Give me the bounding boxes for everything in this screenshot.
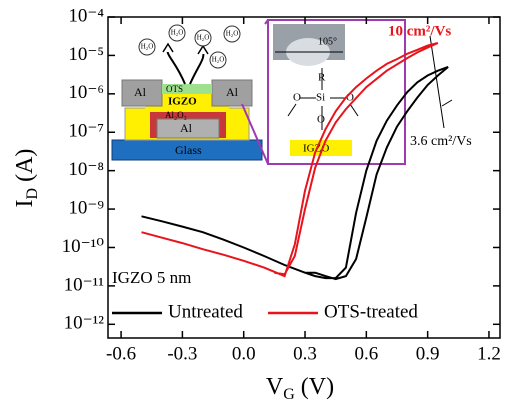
legend-label: Untreated bbox=[168, 301, 243, 322]
x-axis-label-part: V bbox=[266, 374, 284, 400]
x-tick-label: 0.3 bbox=[293, 343, 317, 364]
y-tick-label: 10⁻⁶ bbox=[68, 82, 104, 103]
inset-label: O bbox=[293, 92, 301, 104]
inset-label: H₂O bbox=[212, 56, 225, 64]
y-tick-label: 10⁻¹⁰ bbox=[62, 236, 105, 257]
y-tick-label: 10⁻¹² bbox=[64, 313, 105, 334]
annotation-arrow bbox=[429, 35, 445, 129]
x-tick-label: 1.2 bbox=[477, 343, 501, 364]
y-axis-label-part: (A) bbox=[12, 149, 38, 188]
inset-label: OTS bbox=[166, 84, 183, 94]
x-axis-label-part: (V) bbox=[295, 374, 334, 400]
inset-label: IGZO bbox=[168, 96, 197, 108]
inset-label: O bbox=[317, 114, 325, 126]
inset-label: 105° bbox=[318, 36, 337, 47]
annotation: 10 cm²/Vs bbox=[388, 23, 451, 39]
x-axis-label-part: G bbox=[283, 386, 295, 403]
y-axis-label-part: I bbox=[12, 199, 38, 207]
annotation: IGZO 5 nm bbox=[112, 268, 191, 287]
x-tick-label: 0.6 bbox=[354, 343, 378, 364]
inset-label: R bbox=[318, 72, 326, 84]
y-tick-label: 10⁻⁴ bbox=[68, 5, 104, 26]
inset-label: Si bbox=[316, 92, 325, 104]
inset-device: H₂O H₂O H₂O H₂O H₂O Al Al OTS IGZO Al₂O₃… bbox=[111, 24, 263, 161]
data-line bbox=[141, 66, 449, 281]
inset-label: H₂O bbox=[141, 43, 154, 51]
inset-label: Al bbox=[134, 85, 147, 99]
plot-frame bbox=[107, 16, 501, 339]
x-tick-label: 0.0 bbox=[232, 343, 256, 364]
inset-label: H₂O bbox=[171, 29, 184, 37]
y-axis-label-part: D bbox=[24, 188, 41, 200]
x-tick-label: -0.6 bbox=[106, 343, 136, 364]
inset-label: Al bbox=[180, 121, 193, 135]
x-tick-label: 0.9 bbox=[416, 343, 440, 364]
x-tick-label: -0.3 bbox=[167, 343, 197, 364]
inset-label: H₂O bbox=[226, 30, 239, 38]
inset-label: O bbox=[346, 92, 354, 104]
y-tick-label: 10⁻⁸ bbox=[68, 159, 104, 180]
y-axis-label: ID (A) bbox=[12, 149, 41, 208]
inset-molecule: 105° R Si O O O IGZO bbox=[241, 19, 406, 165]
y-tick-label: 10⁻⁹ bbox=[68, 197, 104, 218]
y-tick-label: 10⁻⁷ bbox=[68, 121, 104, 142]
x-axis-label: VG (V) bbox=[266, 374, 334, 403]
annotation: 3.6 cm²/Vs bbox=[410, 134, 472, 149]
y-tick-label: 10⁻¹¹ bbox=[64, 274, 105, 295]
y-tick-label: 10⁻⁵ bbox=[68, 44, 104, 65]
inset-label: Al₂O₃ bbox=[165, 110, 187, 120]
inset-label: Glass bbox=[175, 143, 202, 157]
inset-label: H₂O bbox=[197, 34, 210, 42]
annotation-arrow bbox=[441, 99, 453, 107]
inset-label: Al bbox=[226, 85, 239, 99]
legend-label: OTS-treated bbox=[324, 301, 418, 322]
data-line bbox=[141, 42, 439, 278]
